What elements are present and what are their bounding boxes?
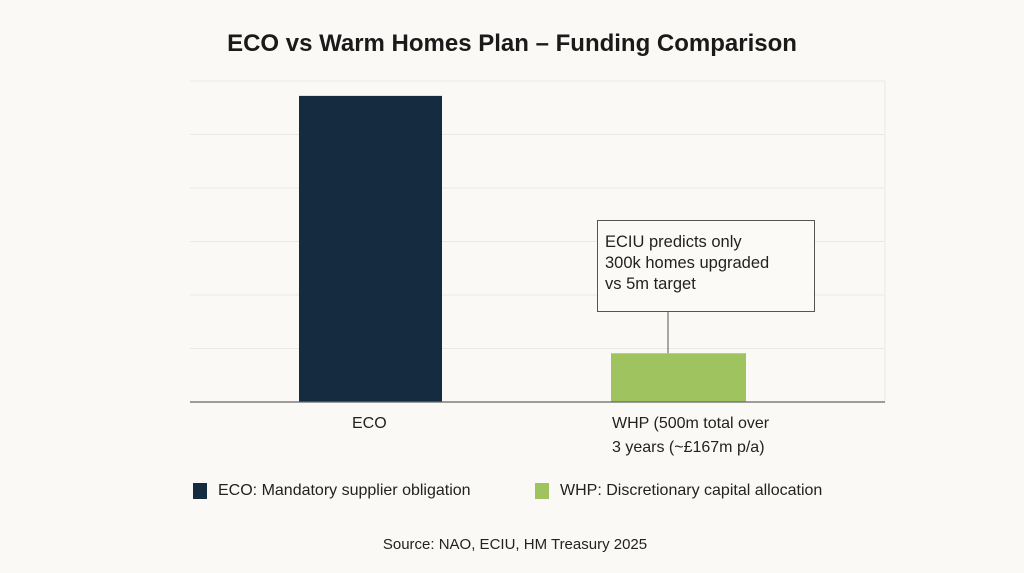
annotation-line: ECIU predicts only <box>605 233 742 251</box>
legend-label: WHP: Discretionary capital allocation <box>560 482 823 499</box>
x-tick-label-whp: WHP (500m total over 3 years (~£167m p/a… <box>612 412 769 460</box>
source-note: Source: NAO, ECIU, HM Treasury 2025 <box>382 536 648 553</box>
chart-title: ECO vs Warm Homes Plan – Funding Compari… <box>227 30 797 57</box>
bar-whp <box>611 353 746 402</box>
legend-item-whp: WHP: Discretionary capital allocation <box>535 482 822 500</box>
x-tick-label-eco: ECO <box>352 412 387 436</box>
legend-swatch-eco <box>193 483 207 499</box>
annotation-line: 300k homes upgraded <box>605 254 770 272</box>
annotation-box: ECIU predicts only 300k homes upgraded v… <box>597 220 815 312</box>
x-tick-label-line: WHP (500m total over <box>612 415 770 432</box>
x-tick-label-line: ECO <box>352 415 387 432</box>
annotation-line: vs 5m target <box>605 275 696 293</box>
x-tick-label-line: 3 years (~£167m p/a) <box>612 439 765 456</box>
legend-item-eco: ECO: Mandatory supplier obligation <box>193 482 471 500</box>
bar-eco <box>299 95 442 403</box>
legend-swatch-whp <box>535 483 549 499</box>
legend-label: ECO: Mandatory supplier obligation <box>218 482 471 499</box>
